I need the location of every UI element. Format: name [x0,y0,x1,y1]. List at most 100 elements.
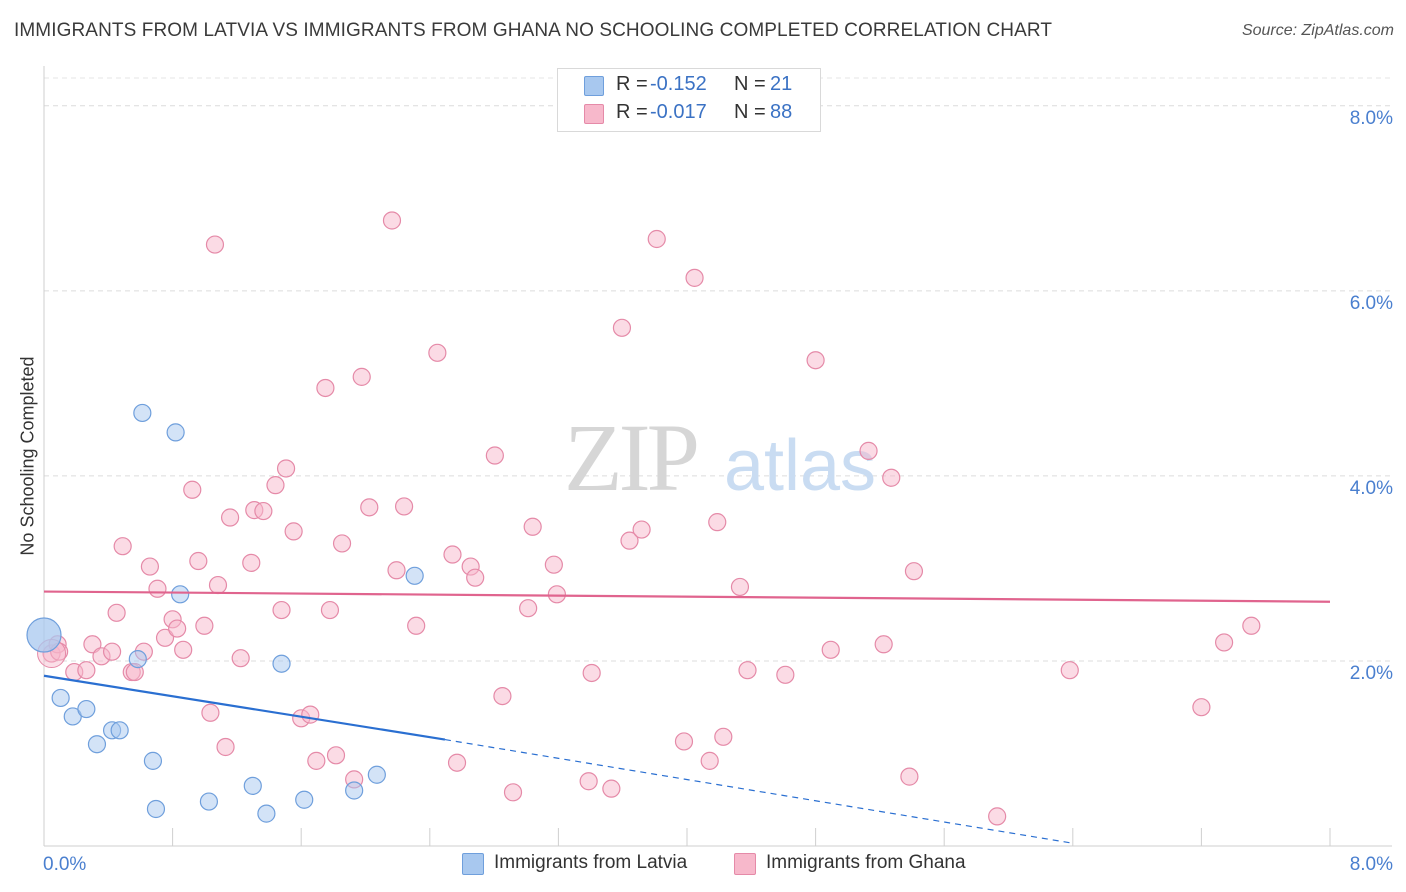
y-tick-label: 6.0% [1350,293,1393,314]
source-credit: Source: ZipAtlas.com [1241,22,1394,39]
x-tick-label: 8.0% [1350,854,1393,875]
data-point [806,351,825,370]
data-point [443,545,462,564]
data-point [612,318,632,337]
data-point [493,687,512,706]
data-point [859,441,878,460]
data-point [276,459,296,478]
data-point [166,423,185,442]
legend-n-value-latvia: 21 [770,73,793,95]
bottom-legend-swatch-ghana [734,853,756,875]
legend-r-label: R = [616,101,648,123]
data-point [428,343,447,362]
data-point [183,480,202,499]
data-point [189,551,208,571]
data-point [332,534,352,553]
data-point [1242,616,1261,635]
data-point [900,767,919,786]
watermark-atlas: atlas [724,426,876,506]
data-point [102,642,122,661]
data-point [87,735,107,754]
legend-r-label: R = [616,73,648,95]
bottom-legend-label-ghana: Immigrants from Ghana [766,852,966,873]
data-point [904,562,924,581]
data-point [171,585,190,604]
data-point [220,508,240,527]
watermark: ZIP atlas [564,404,876,511]
data-point [128,649,147,669]
stats-legend: R = -0.152 N = 21 R = -0.017 N = 88 [557,68,821,132]
series-latvia [26,403,424,823]
data-point [345,781,364,800]
data-point [208,575,228,595]
data-point [714,727,733,746]
data-point [301,705,320,724]
data-point [316,378,335,398]
trend-line-ghana [43,590,1331,603]
data-point [632,520,651,539]
grid-lines [44,77,1392,662]
data-point [326,746,346,765]
bottom-legend-swatch-latvia [462,853,484,875]
data-point [647,229,666,249]
data-point [133,403,152,423]
data-point [394,497,414,516]
data-point [485,446,504,465]
tick-labels: 2.0% 4.0% 6.0% 8.0% 0.0% 8.0% [43,108,1393,875]
chart-title: IMMIGRANTS FROM LATVIA VS IMMIGRANTS FRO… [14,20,1053,41]
data-point [174,640,193,659]
data-point [821,640,840,659]
trend-lines [43,590,1331,844]
data-point [254,501,273,521]
data-point [83,635,102,654]
data-point [352,367,371,386]
data-point [405,566,424,585]
data-point [1192,698,1211,717]
data-point [272,600,291,620]
data-point [295,790,314,809]
data-point [407,616,426,635]
data-point [620,531,639,550]
legend-n-label: N = [734,73,766,95]
legend-r-value-latvia: -0.152 [650,73,707,95]
series-ghana [37,211,1261,826]
data-point [257,804,276,823]
data-point [51,688,70,708]
legend-swatch-latvia [584,76,604,96]
data-point [544,555,563,574]
data-point [201,703,220,722]
data-point [168,619,187,638]
data-point [320,600,340,620]
data-point [367,765,386,784]
data-point [582,663,601,683]
data-point [243,776,262,795]
data-point [195,616,214,635]
data-point [216,737,235,757]
y-axis-label: No Schooling Completed [17,356,38,556]
y-tick-label: 2.0% [1350,663,1393,684]
data-point [685,268,704,287]
data-point [26,617,62,653]
data-point [284,522,303,541]
data-point [199,792,219,811]
data-point [205,235,225,254]
data-point [738,661,757,680]
data-point [382,211,402,230]
data-point [143,751,163,770]
data-point [140,557,160,576]
data-point [874,635,893,654]
data-point [523,517,542,536]
data-point [1060,661,1079,680]
bottom-legend-label-latvia: Immigrants from Latvia [494,852,688,873]
data-point [547,585,566,604]
data-point [988,807,1007,826]
data-point [700,751,719,770]
data-point [674,732,694,751]
data-point [730,577,750,597]
data-point [708,513,727,532]
data-point [266,476,285,495]
data-point [242,553,261,572]
data-point [107,603,126,622]
axes [43,66,1392,847]
trend-line-latvia [43,674,446,741]
